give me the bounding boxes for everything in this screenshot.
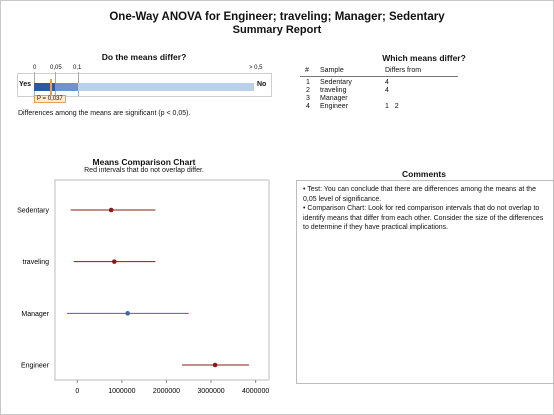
bar-not-significant <box>78 83 254 91</box>
mean-point <box>125 311 130 316</box>
row-4-num: 4 <box>306 103 310 110</box>
x-tick-label: 3000000 <box>197 388 224 395</box>
row-3-num: 3 <box>306 95 310 102</box>
report-title: One-Way ANOVA for Engineer; traveling; M… <box>109 11 445 23</box>
row-1-num: 1 <box>306 79 310 86</box>
tick-01: 0,1 <box>73 65 82 71</box>
col-sample-header: Sample <box>320 67 344 74</box>
x-tick-label: 0 <box>75 388 79 395</box>
comments-heading: Comments <box>402 169 446 179</box>
yes-label: Yes <box>19 81 32 88</box>
row-2-sample: traveling <box>320 87 347 94</box>
comments-panel: • Test: You can conclude that there are … <box>296 180 554 384</box>
p-value-marker <box>50 79 52 95</box>
x-tick-label: 1000000 <box>108 388 135 395</box>
tick-05: > 0,5 <box>249 65 263 71</box>
row-3-sample: Manager <box>320 95 348 102</box>
row-4-sample: Engineer <box>320 103 349 110</box>
row-2-num: 2 <box>306 87 310 94</box>
table-rule <box>300 76 458 77</box>
pvalue-heading: Do the means differ? <box>101 52 187 62</box>
bar-marginal <box>55 83 78 91</box>
x-tick-label: 2000000 <box>153 388 180 395</box>
comment-chart: • Comparison Chart: Look for red compari… <box>303 205 544 232</box>
row-2-differs: 4 <box>385 87 389 94</box>
y-tick-label: Engineer <box>21 363 50 370</box>
mean-point <box>108 207 114 213</box>
tick-005: 0,05 <box>50 65 62 71</box>
pvalue-scale: 0 0,05 0,1 > 0,5 Yes No P = 0,037 <box>17 64 272 103</box>
report-subtitle: Summary Report <box>232 24 322 36</box>
y-tick-label: Sedentary <box>17 208 49 215</box>
p-value-label: P = 0,037 <box>34 95 66 103</box>
bar-significant <box>34 83 55 91</box>
tick-0: 0 <box>33 65 37 71</box>
chart-title: Means Comparison Chart <box>92 157 196 167</box>
y-tick-label: Manager <box>21 311 49 318</box>
mean-point <box>111 259 117 264</box>
pvalue-conclusion: Differences among the means are signific… <box>18 110 191 117</box>
no-label: No <box>257 81 267 88</box>
which-table: # Sample Differs from 1 Sedentary 4 2 tr… <box>294 64 534 124</box>
chart-subtitle: Red intervals that do not overlap differ… <box>84 167 204 174</box>
y-tick-label: traveling <box>23 259 50 266</box>
row-1-sample: Sedentary <box>320 79 352 86</box>
col-differs-header: Differs from <box>385 67 422 74</box>
mean-point <box>212 362 218 368</box>
row-1-differs: 4 <box>385 79 389 86</box>
plot-area <box>54 179 270 381</box>
row-4-differs: 1 2 <box>385 103 399 110</box>
comment-test: • Test: You can conclude that there are … <box>303 186 536 203</box>
means-comparison-chart: Sedentary traveling Manager Engineer 0 100000… <box>17 179 270 395</box>
x-tick-label: 4000000 <box>242 388 269 395</box>
col-num-header: # <box>305 67 309 74</box>
which-heading: Which means differ? <box>382 53 466 63</box>
